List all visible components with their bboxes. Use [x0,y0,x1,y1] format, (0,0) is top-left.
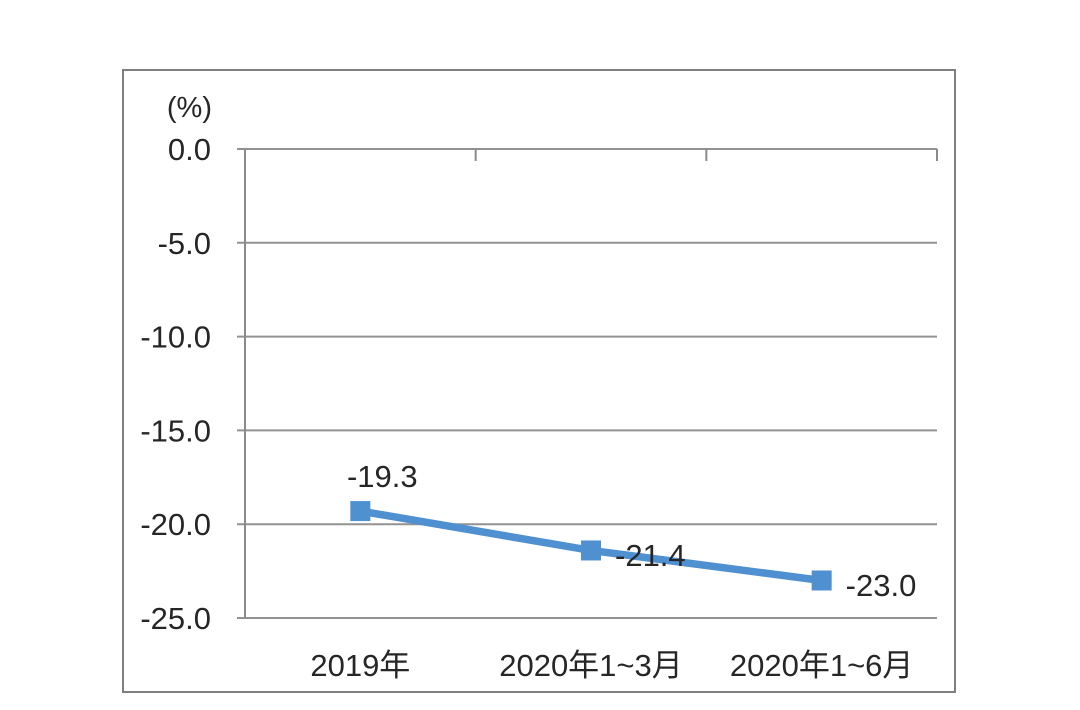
data-point-label: -21.4 [615,538,686,573]
data-point-label: -23.0 [846,568,917,603]
data-point-marker [581,540,601,561]
data-point-marker [811,570,832,591]
data-point-marker [350,501,371,522]
data-point-label: -19.3 [347,459,418,494]
y-axis-tick-label: -10.0 [140,320,211,355]
x-axis-category-label: 2019年 [310,648,410,683]
y-axis-tick-label: -5.0 [158,226,211,261]
y-axis-tick-label: -25.0 [140,601,211,636]
unit-label: (%) [167,92,212,124]
y-axis-tick-label: -20.0 [140,507,211,542]
chart-frame [122,69,956,693]
x-axis-category-label: 2020年1~3月 [499,648,683,683]
x-axis-category-label: 2020年1~6月 [730,648,914,683]
y-axis-tick-label: -15.0 [140,413,211,448]
y-axis-tick-label: 0.0 [168,132,211,167]
